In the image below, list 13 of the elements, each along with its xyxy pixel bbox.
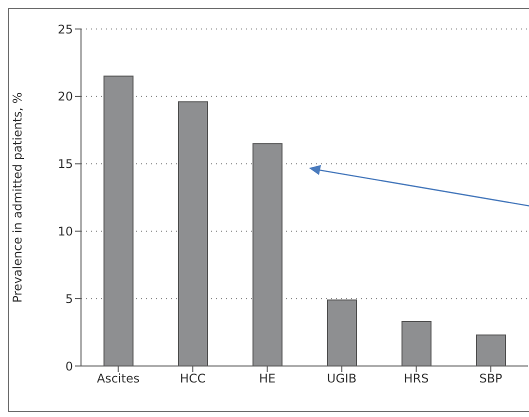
- y-tick-label: 25: [58, 22, 73, 36]
- y-tick-label: 0: [65, 359, 73, 374]
- x-tick-label: HCC: [180, 372, 206, 386]
- x-tick-label: SBP: [479, 372, 502, 386]
- y-tick-label: 20: [58, 90, 73, 104]
- x-tick-label: UGIB: [326, 372, 357, 386]
- y-tick-label: 10: [58, 224, 73, 238]
- y-axis-title: Prevalence in admitted patients, %: [10, 92, 24, 303]
- y-tick-label: 15: [58, 157, 73, 172]
- y-tick-label: 5: [65, 292, 73, 306]
- x-tick-label: HE: [258, 372, 276, 386]
- x-tick-label: HRS: [404, 372, 429, 386]
- x-tick-label: Ascites: [96, 372, 140, 386]
